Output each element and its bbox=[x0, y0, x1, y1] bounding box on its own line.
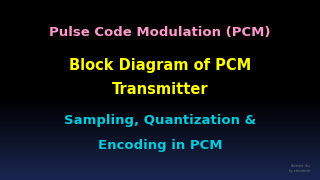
Text: Animate this
by educatorist: Animate this by educatorist bbox=[289, 164, 310, 173]
Text: Encoding in PCM: Encoding in PCM bbox=[98, 139, 222, 152]
Text: Sampling, Quantization &: Sampling, Quantization & bbox=[64, 114, 256, 127]
Text: Block Diagram of PCM: Block Diagram of PCM bbox=[69, 58, 251, 73]
Text: Transmitter: Transmitter bbox=[112, 82, 208, 97]
Text: Pulse Code Modulation (PCM): Pulse Code Modulation (PCM) bbox=[49, 26, 271, 39]
